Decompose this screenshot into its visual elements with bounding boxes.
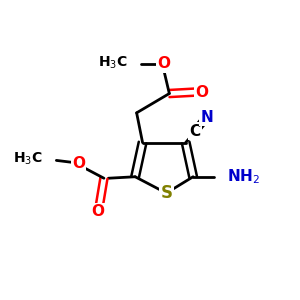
Text: O: O [196,85,208,100]
Text: O: O [157,56,170,71]
Text: C: C [190,124,201,139]
Text: H$_3$C: H$_3$C [98,54,128,70]
Text: O: O [72,156,85,171]
Text: S: S [160,184,172,202]
Text: NH$_2$: NH$_2$ [227,167,260,186]
Text: O: O [92,204,104,219]
Text: H$_3$C: H$_3$C [13,151,43,167]
Text: N: N [200,110,213,125]
